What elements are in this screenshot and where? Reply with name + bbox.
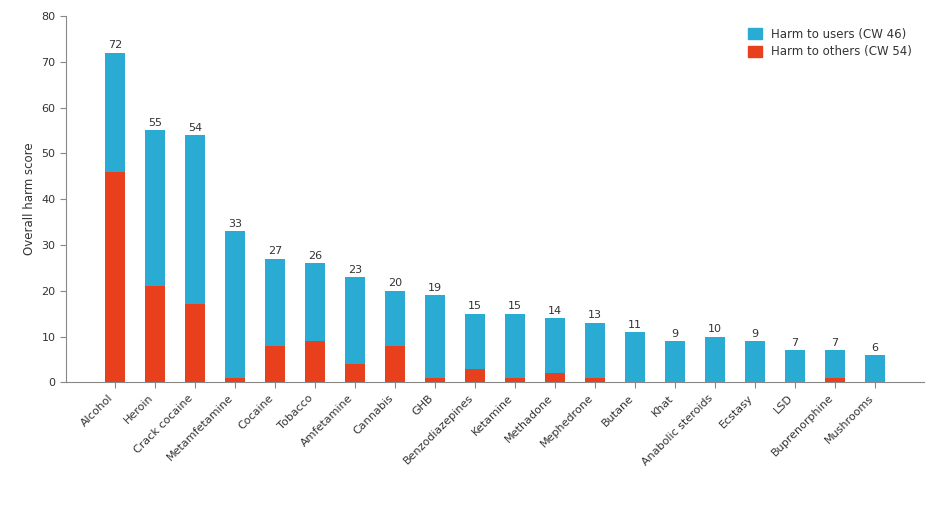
Bar [385,346,405,382]
Text: 72: 72 [108,40,123,50]
Bar [305,263,325,341]
Bar [265,259,285,346]
Text: 15: 15 [508,301,522,311]
Text: 33: 33 [228,219,242,229]
Bar [545,318,565,373]
Bar [825,350,845,378]
Bar [105,172,125,382]
Legend: Harm to users (CW 46), Harm to others (CW 54): Harm to users (CW 46), Harm to others (C… [742,22,918,64]
Bar [385,291,405,346]
Text: 10: 10 [708,324,722,334]
Bar [505,378,525,382]
Bar [825,378,845,382]
Text: 26: 26 [308,251,323,261]
Bar [705,337,725,382]
Bar [145,131,165,286]
Bar [665,341,686,382]
Bar [425,378,445,382]
Text: 14: 14 [548,306,562,316]
Text: 20: 20 [388,278,402,288]
Bar [345,364,365,382]
Bar [425,295,445,378]
Bar [625,332,645,382]
Bar [225,231,245,378]
Bar [465,314,485,369]
Text: 13: 13 [588,311,602,321]
Bar [786,350,805,382]
Text: 27: 27 [268,246,282,256]
Text: 7: 7 [791,338,799,348]
Y-axis label: Overall harm score: Overall harm score [23,143,36,255]
Text: 9: 9 [752,329,759,339]
Bar [145,286,165,382]
Text: 55: 55 [148,118,162,128]
Bar [585,378,605,382]
Text: 7: 7 [832,338,838,348]
Bar [865,355,885,382]
Bar [105,53,125,172]
Text: 54: 54 [188,123,202,133]
Bar [225,378,245,382]
Bar [465,369,485,382]
Text: 9: 9 [671,329,679,339]
Text: 15: 15 [468,301,482,311]
Bar [185,135,205,304]
Bar [345,277,365,364]
Bar [545,373,565,382]
Bar [305,341,325,382]
Text: 11: 11 [628,320,642,330]
Text: 6: 6 [871,342,879,353]
Bar [185,304,205,382]
Bar [505,314,525,378]
Bar [745,341,765,382]
Text: 23: 23 [348,264,362,275]
Bar [265,346,285,382]
Text: 19: 19 [428,283,442,293]
Bar [585,323,605,378]
